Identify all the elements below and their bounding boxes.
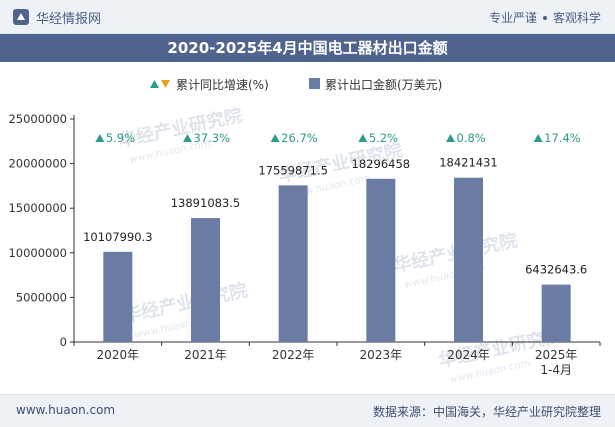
footer: www.huaon.com 数据来源：中国海关，华经产业研究院整理 [0,394,615,427]
brand-name: 华经情报网 [36,12,102,27]
x-tick-label: 2024年 [447,348,490,362]
y-tick-label: 5000000 [16,290,67,304]
growth-up-icon [270,134,280,142]
axes: 0 5000000 10000000 15000000 20000000 25000000… [8,112,601,377]
growth-up-icon [358,134,368,142]
x-tick-label: 2025年 [535,348,578,362]
y-tick-label: 25000000 [8,112,67,126]
bar-value-label: 18296458 [352,157,411,171]
bar-value-label: 10107990.3 [83,230,153,244]
y-tick-label: 0 [60,335,67,349]
growth-annotations: 5.9% 37.3% 26.7% 5.2% 0.8% 17.4% [95,131,581,145]
legend-bar-swatch-icon [309,78,320,89]
growth-label: 17.4% [544,131,581,145]
growth-label: 37.3% [194,131,231,145]
footer-url: www.huaon.com [16,403,116,417]
y-tick-label: 10000000 [8,246,67,260]
y-tick-label: 15000000 [8,201,67,215]
huajing-logo-icon [13,9,29,25]
x-tick-label: 2023年 [360,348,403,362]
bar [278,185,308,342]
top-banner: 华经情报网 专业严谨 客观科学 [0,0,615,34]
growth-up-icon [446,134,455,142]
legend-growth-label: 累计同比增速(%) [176,78,269,92]
y-tick-label: 20000000 [8,157,67,171]
bar-series: 10107990.3 13891083.5 17559871.5 18296458 18… [83,156,587,342]
bar [541,284,571,342]
bar [191,218,220,342]
x-tick-label: 2020年 [97,348,140,362]
chart-title: 2020-2025年4月中国电工器材出口金额 [0,34,615,62]
growth-label: 5.9% [106,131,135,145]
legend-value-label: 累计出口金额(万美元) [325,77,442,92]
growth-label: 26.7% [281,131,318,145]
bar [454,177,483,342]
tagline-dot-icon [542,15,547,20]
x-tick-label: 1-4月 [540,363,572,377]
growth-up-icon [533,134,543,142]
growth-label: 0.8% [457,131,486,145]
tagline-left: 专业严谨 [488,11,537,25]
growth-up-icon [183,134,192,142]
bar [103,251,133,342]
tagline-right: 客观科学 [552,11,601,25]
bar-value-label: 13891083.5 [171,196,241,210]
footer-source: 数据来源：中国海关，华经产业研究院整理 [372,405,601,419]
bar-value-label: 18421431 [439,156,498,170]
legend-growth-down-icon [161,80,170,88]
bar-value-label: 6432643.6 [525,263,587,277]
x-tick-label: 2021年 [184,348,227,362]
x-tick-label: 2022年 [272,348,315,362]
legend-growth-up-icon [150,80,159,88]
tagline: 专业严谨 客观科学 [489,9,601,26]
chart-legend: 累计同比增速(%) 累计出口金额(万美元) [150,77,442,92]
growth-up-icon [95,134,105,142]
growth-label: 5.2% [369,131,398,145]
bar-value-label: 17559871.5 [258,163,328,177]
bar [366,178,396,342]
